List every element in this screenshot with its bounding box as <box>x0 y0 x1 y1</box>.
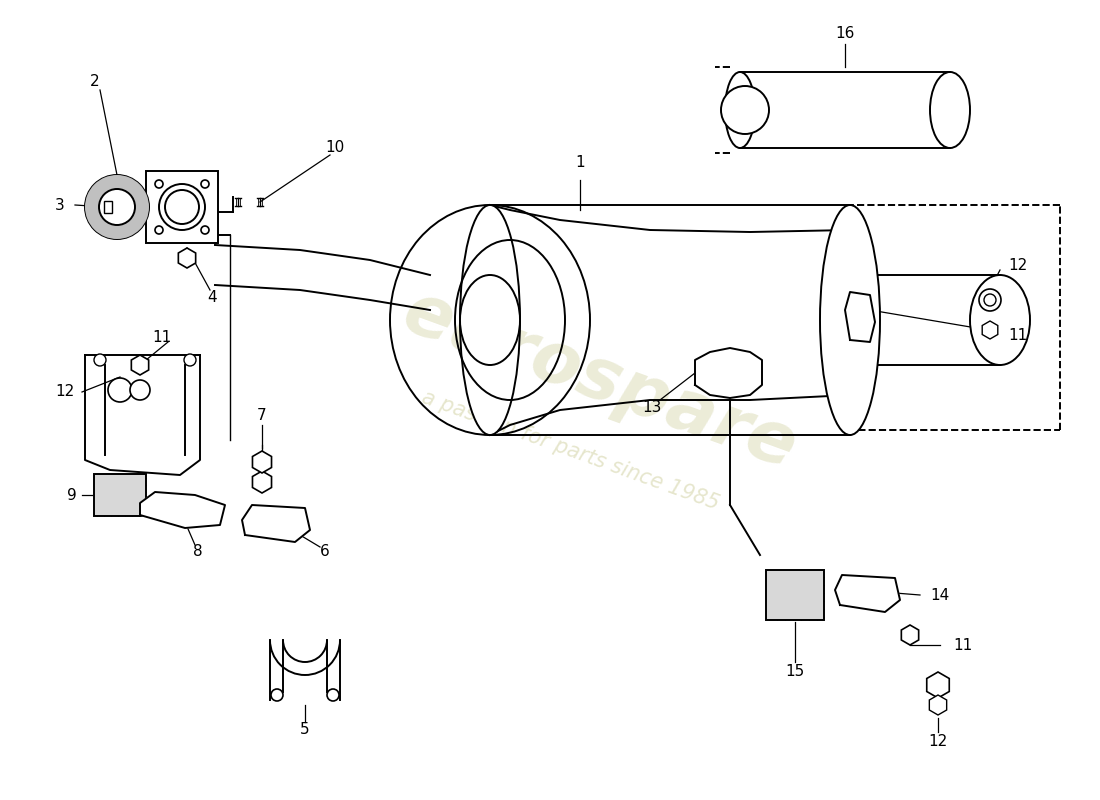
Ellipse shape <box>820 205 880 435</box>
Polygon shape <box>140 492 225 528</box>
Text: 6: 6 <box>320 545 330 559</box>
Circle shape <box>184 354 196 366</box>
Circle shape <box>99 189 135 225</box>
Text: 10: 10 <box>326 141 344 155</box>
Circle shape <box>271 689 283 701</box>
Bar <box>146 171 218 243</box>
Text: 8: 8 <box>194 545 202 559</box>
Circle shape <box>979 289 1001 311</box>
Bar <box>766 570 824 620</box>
Circle shape <box>720 86 769 134</box>
Text: 7: 7 <box>257 407 267 422</box>
Circle shape <box>201 226 209 234</box>
Ellipse shape <box>725 72 755 148</box>
Circle shape <box>155 180 163 188</box>
Circle shape <box>85 175 148 239</box>
Bar <box>104 201 112 213</box>
Text: 11: 11 <box>1008 327 1027 342</box>
Ellipse shape <box>460 275 520 365</box>
Circle shape <box>201 180 209 188</box>
Circle shape <box>108 378 132 402</box>
Wedge shape <box>85 175 148 239</box>
Text: 15: 15 <box>785 665 804 679</box>
Text: 1: 1 <box>575 155 585 170</box>
Ellipse shape <box>460 205 520 435</box>
Ellipse shape <box>970 275 1030 365</box>
Text: 11: 11 <box>153 330 172 346</box>
Text: 11: 11 <box>953 638 972 653</box>
Circle shape <box>155 226 163 234</box>
Text: 5: 5 <box>300 722 310 738</box>
Text: 3: 3 <box>55 198 65 213</box>
Text: 16: 16 <box>835 26 855 42</box>
Polygon shape <box>695 348 762 398</box>
Polygon shape <box>835 575 900 612</box>
Circle shape <box>327 689 339 701</box>
Text: a passion for parts since 1985: a passion for parts since 1985 <box>419 386 722 514</box>
Text: eurospare: eurospare <box>394 277 806 483</box>
Text: 12: 12 <box>928 734 947 750</box>
Text: 4: 4 <box>207 290 217 306</box>
Circle shape <box>130 380 150 400</box>
Text: 9: 9 <box>67 487 77 502</box>
Polygon shape <box>845 292 875 342</box>
Text: 2: 2 <box>90 74 100 90</box>
Text: 13: 13 <box>642 399 662 414</box>
Bar <box>94 474 146 516</box>
Circle shape <box>94 354 106 366</box>
Text: 12: 12 <box>55 385 75 399</box>
Polygon shape <box>242 505 310 542</box>
Text: 12: 12 <box>1008 258 1027 273</box>
Circle shape <box>160 184 205 230</box>
Text: 14: 14 <box>930 587 949 602</box>
Ellipse shape <box>930 72 970 148</box>
